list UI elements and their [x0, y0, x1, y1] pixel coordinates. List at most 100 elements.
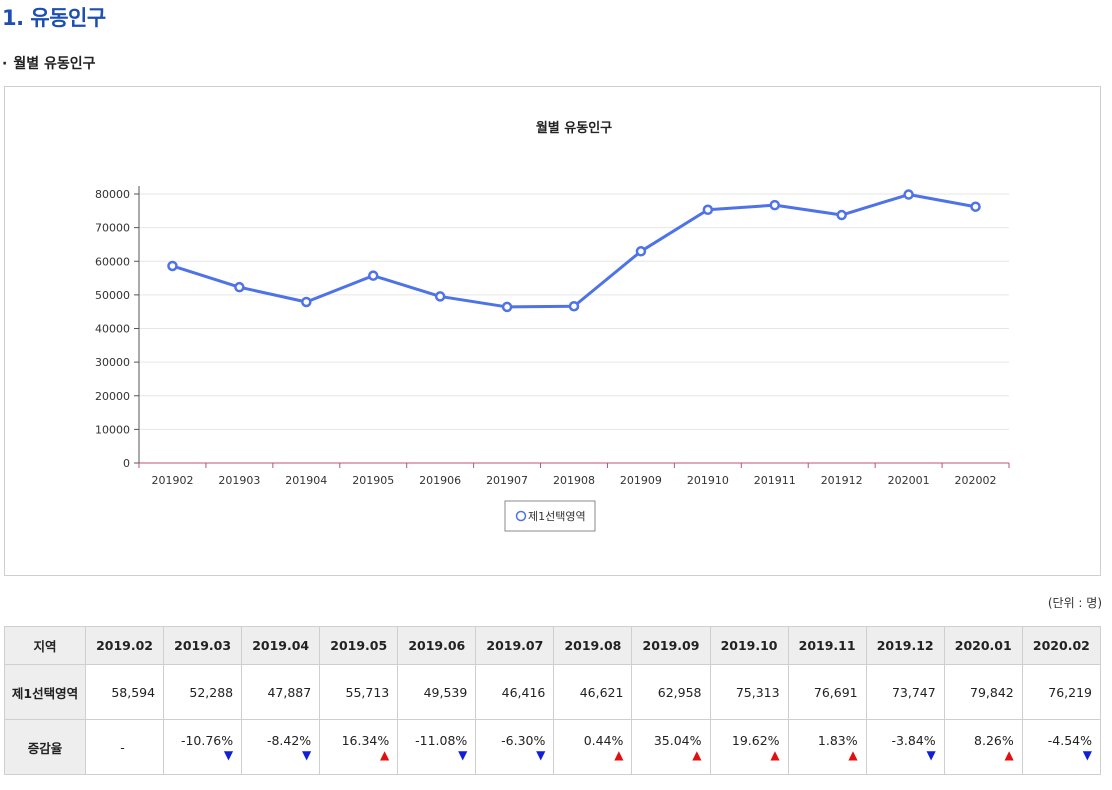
x-tick-label: 201908 [553, 474, 595, 487]
data-point[interactable] [702, 204, 714, 216]
rate-cell: -10.76% ▼ [163, 719, 243, 775]
table-row-rates: 증감율 - -10.76% ▼ -8.42% ▼ 16.34% ▲ -11.08% ▼ -6.30… [4, 719, 1102, 775]
subsection-title: · 월별 유동인구 [2, 53, 95, 73]
down-triangle-icon: ▼ [223, 748, 234, 762]
up-triangle-icon: ▲ [380, 748, 390, 762]
x-tick-label: 201904 [285, 474, 327, 487]
x-tick-label: 201907 [486, 474, 528, 487]
y-tick-label: 60000 [95, 255, 130, 268]
value-cell: 46,621 [553, 664, 633, 720]
down-triangle-icon: ▼ [926, 748, 936, 762]
up-triangle-icon: ▲ [848, 748, 858, 762]
data-table: 지역 2019.02 2019.03 2019.04 2019.05 2019.06 20… [4, 626, 1102, 775]
y-tick-label: 20000 [95, 390, 130, 403]
month-header: 2019.03 [163, 626, 243, 665]
rate-cell: 35.04% ▲ [631, 719, 711, 775]
rate-value: -10.76% [180, 733, 234, 748]
y-tick-label: 80000 [95, 188, 130, 201]
y-tick-label: 50000 [95, 289, 130, 302]
rate-cell: 19.62% ▲ [709, 719, 789, 775]
legend-marker-icon [515, 510, 527, 522]
rate-value: -8.42% [266, 733, 312, 748]
section-title: 1. 유동인구 [2, 6, 106, 30]
month-header: 2019.09 [631, 626, 711, 665]
x-tick-label: 201903 [218, 474, 260, 487]
value-cell: 58,594 [84, 664, 165, 720]
down-triangle-icon: ▼ [458, 748, 468, 762]
data-point[interactable] [635, 246, 647, 257]
data-point[interactable] [167, 260, 178, 272]
rate-value: -11.08% [415, 733, 468, 748]
value-row-label: 제1선택영역 [4, 664, 86, 720]
rate-value: 8.26% [974, 733, 1014, 748]
table-header-row: 지역 2019.02 2019.03 2019.04 2019.05 2019.06 20… [4, 626, 1102, 665]
rate-cell: 16.34% ▲ [319, 719, 399, 775]
month-header: 2019.07 [475, 626, 555, 665]
line-chart: 월별 유동인구 0 10000 20000 30000 40000 50000 60000 70… [95, 120, 1010, 532]
month-header: 2019.02 [84, 626, 165, 665]
data-point[interactable] [769, 199, 781, 211]
x-tick-label: 202002 [955, 474, 997, 487]
month-header: 2019.08 [553, 626, 633, 665]
x-tick-label: 201911 [754, 474, 796, 487]
rate-cell: 0.44% ▲ [553, 719, 633, 775]
rate-cell: -11.08% ▼ [397, 719, 477, 775]
down-triangle-icon: ▼ [536, 748, 546, 762]
month-header: 2019.06 [397, 626, 477, 665]
x-tick-label: 201902 [151, 474, 193, 487]
up-triangle-icon: ▲ [614, 748, 624, 762]
rate-value: -3.84% [891, 733, 936, 748]
series-line [172, 193, 976, 309]
subsection-title-text: 월별 유동인구 [13, 56, 96, 72]
unit-note: (단위 : 명) [1047, 596, 1102, 610]
data-point[interactable] [501, 301, 513, 313]
data-point[interactable] [367, 270, 379, 281]
rate-value: 16.34% [341, 733, 390, 748]
y-tick-label: 10000 [95, 423, 130, 436]
month-header: 2020.01 [943, 626, 1023, 665]
y-tick-label: 30000 [95, 356, 130, 369]
value-cell: 52,288 [163, 664, 243, 720]
x-tick-label: 202001 [888, 474, 930, 487]
month-header: 2019.04 [241, 626, 321, 665]
month-header: 2020.02 [1021, 626, 1102, 665]
month-header: 2019.05 [319, 626, 399, 665]
data-point[interactable] [301, 296, 312, 308]
x-tick-label: 201905 [352, 474, 394, 487]
value-cell: 75,313 [709, 664, 789, 720]
value-cell: 46,416 [475, 664, 555, 720]
rate-cell: -3.84% ▼ [865, 719, 945, 775]
rate-value: -6.30% [501, 733, 546, 748]
up-triangle-icon: ▲ [770, 748, 780, 762]
rate-row-label: 증감율 [4, 719, 86, 775]
rate-cell: 1.83% ▲ [787, 719, 867, 775]
data-point[interactable] [234, 281, 245, 293]
chart-title: 월별 유동인구 [536, 120, 612, 136]
value-cell: 49,539 [397, 664, 477, 720]
data-point[interactable] [568, 300, 580, 312]
data-point[interactable] [434, 291, 446, 302]
data-point[interactable] [970, 201, 981, 212]
value-cell: 73,747 [865, 664, 945, 720]
month-header: 2019.10 [709, 626, 789, 665]
data-point[interactable] [836, 209, 847, 221]
x-tick-label: 201906 [419, 474, 461, 487]
legend-label[interactable]: 제1선택영역 [528, 510, 586, 523]
down-triangle-icon: ▼ [301, 748, 312, 762]
rate-value: 19.62% [731, 733, 780, 748]
rate-cell: -8.42% ▼ [241, 719, 321, 775]
value-cell: 79,842 [943, 664, 1023, 720]
up-triangle-icon: ▲ [1004, 748, 1014, 762]
down-triangle-icon: ▼ [1082, 748, 1092, 762]
value-cell: 55,713 [319, 664, 399, 720]
rate-value: 1.83% [817, 733, 858, 748]
x-tick-label: 201910 [687, 474, 729, 487]
month-header: 2019.12 [865, 626, 945, 665]
rate-cell: -6.30% ▼ [475, 719, 555, 775]
rate-cell: - [84, 719, 165, 775]
data-point[interactable] [903, 189, 914, 200]
value-cell: 76,219 [1021, 664, 1102, 720]
bullet: · [2, 56, 8, 72]
y-tick-label: 40000 [95, 323, 130, 336]
up-triangle-icon: ▲ [692, 748, 702, 762]
